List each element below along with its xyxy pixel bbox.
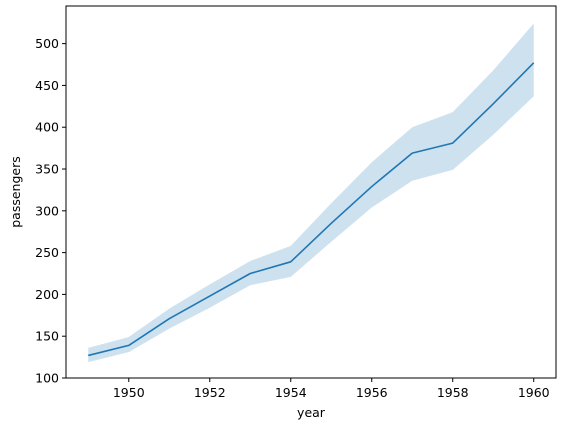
y-tick-label: 250 xyxy=(35,245,59,260)
y-tick-label: 500 xyxy=(35,36,59,51)
y-tick-label: 400 xyxy=(35,120,59,135)
y-tick-label: 150 xyxy=(35,329,59,344)
x-tick-label: 1960 xyxy=(518,385,550,400)
x-tick-label: 1950 xyxy=(113,385,145,400)
x-axis-ticks: 1950 1952 1954 1956 1958 1960 xyxy=(113,378,550,400)
x-axis-label: year xyxy=(297,405,326,420)
x-tick-label: 1952 xyxy=(194,385,226,400)
y-axis-ticks: 100 150 200 250 300 350 400 450 500 xyxy=(35,36,66,386)
x-tick-label: 1958 xyxy=(437,385,469,400)
y-tick-label: 100 xyxy=(35,371,59,386)
x-tick-label: 1956 xyxy=(356,385,388,400)
y-tick-label: 350 xyxy=(35,162,59,177)
y-tick-label: 300 xyxy=(35,203,59,218)
y-tick-label: 450 xyxy=(35,78,59,93)
series-line xyxy=(88,62,535,357)
y-axis-label: passengers xyxy=(8,156,23,228)
x-tick-label: 1954 xyxy=(275,385,307,400)
y-tick-label: 200 xyxy=(35,287,59,302)
axes-frame xyxy=(65,5,557,379)
plot-area xyxy=(88,23,535,363)
